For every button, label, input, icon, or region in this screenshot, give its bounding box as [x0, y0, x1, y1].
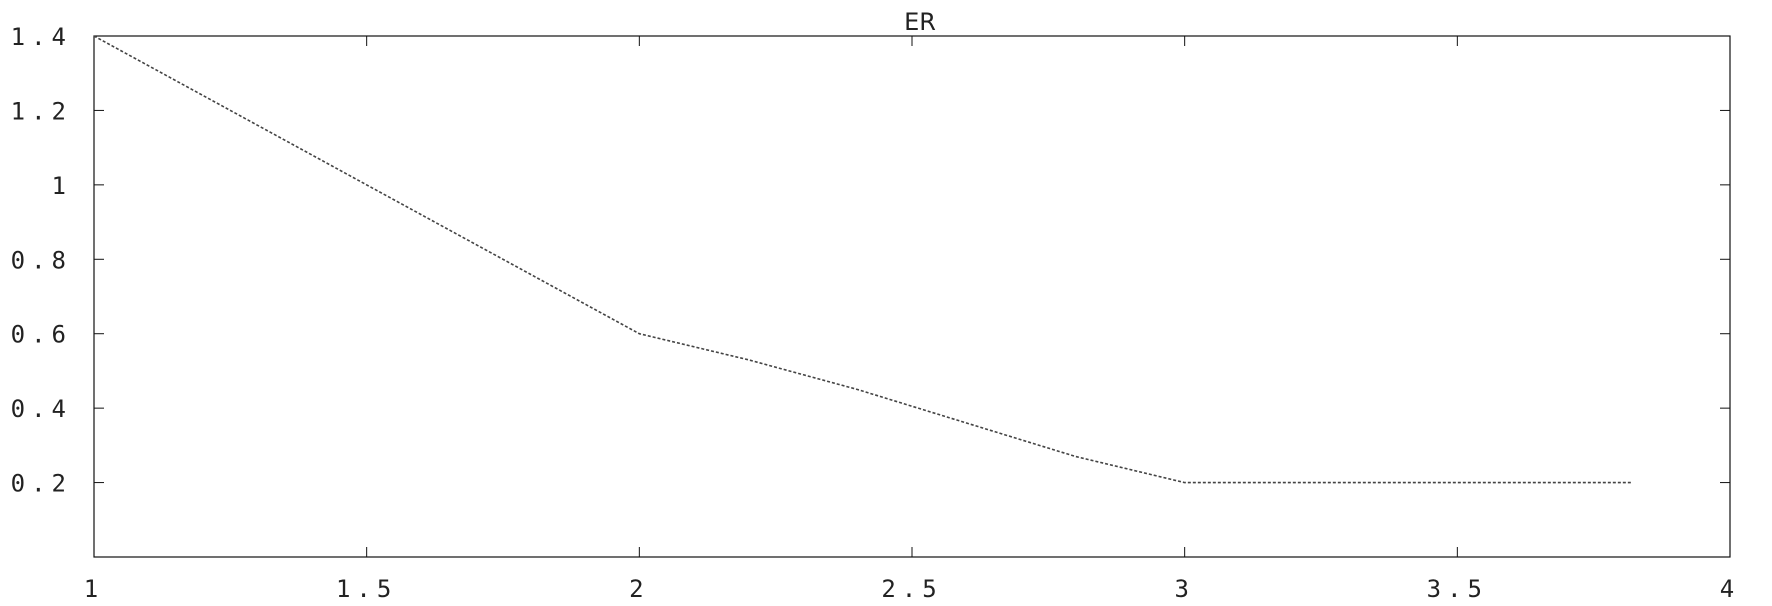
y-axis: 0.2 0.4 0.6 0.8 1 1.2 1.4: [11, 23, 1730, 498]
x-tick-label: 2.5: [881, 575, 942, 603]
x-tick-label: 1.5: [336, 575, 397, 603]
y-tick-label: 0.2: [11, 470, 72, 498]
y-tick-label: 0.6: [11, 321, 72, 349]
y-tick-label: 1.2: [11, 97, 72, 125]
plot-frame: [93, 35, 1731, 558]
x-tick-label: 3.5: [1427, 575, 1488, 603]
y-tick-label: 1: [52, 172, 72, 200]
series-layer: [93, 35, 1632, 484]
y-tick-label: 1.4: [11, 23, 72, 51]
y-tick-label: 0.4: [11, 395, 72, 423]
x-tick-label: 4: [1720, 575, 1740, 603]
x-tick-label: 2: [629, 575, 649, 603]
series-line: [93, 35, 1632, 484]
chart-title: ER: [904, 8, 936, 36]
x-tick-label: 3: [1174, 575, 1194, 603]
x-axis: 1 1.5 2 2.5 3 3.5 4: [84, 36, 1740, 603]
x-tick-label: 1: [84, 575, 104, 603]
y-tick-label: 0.8: [11, 246, 72, 274]
